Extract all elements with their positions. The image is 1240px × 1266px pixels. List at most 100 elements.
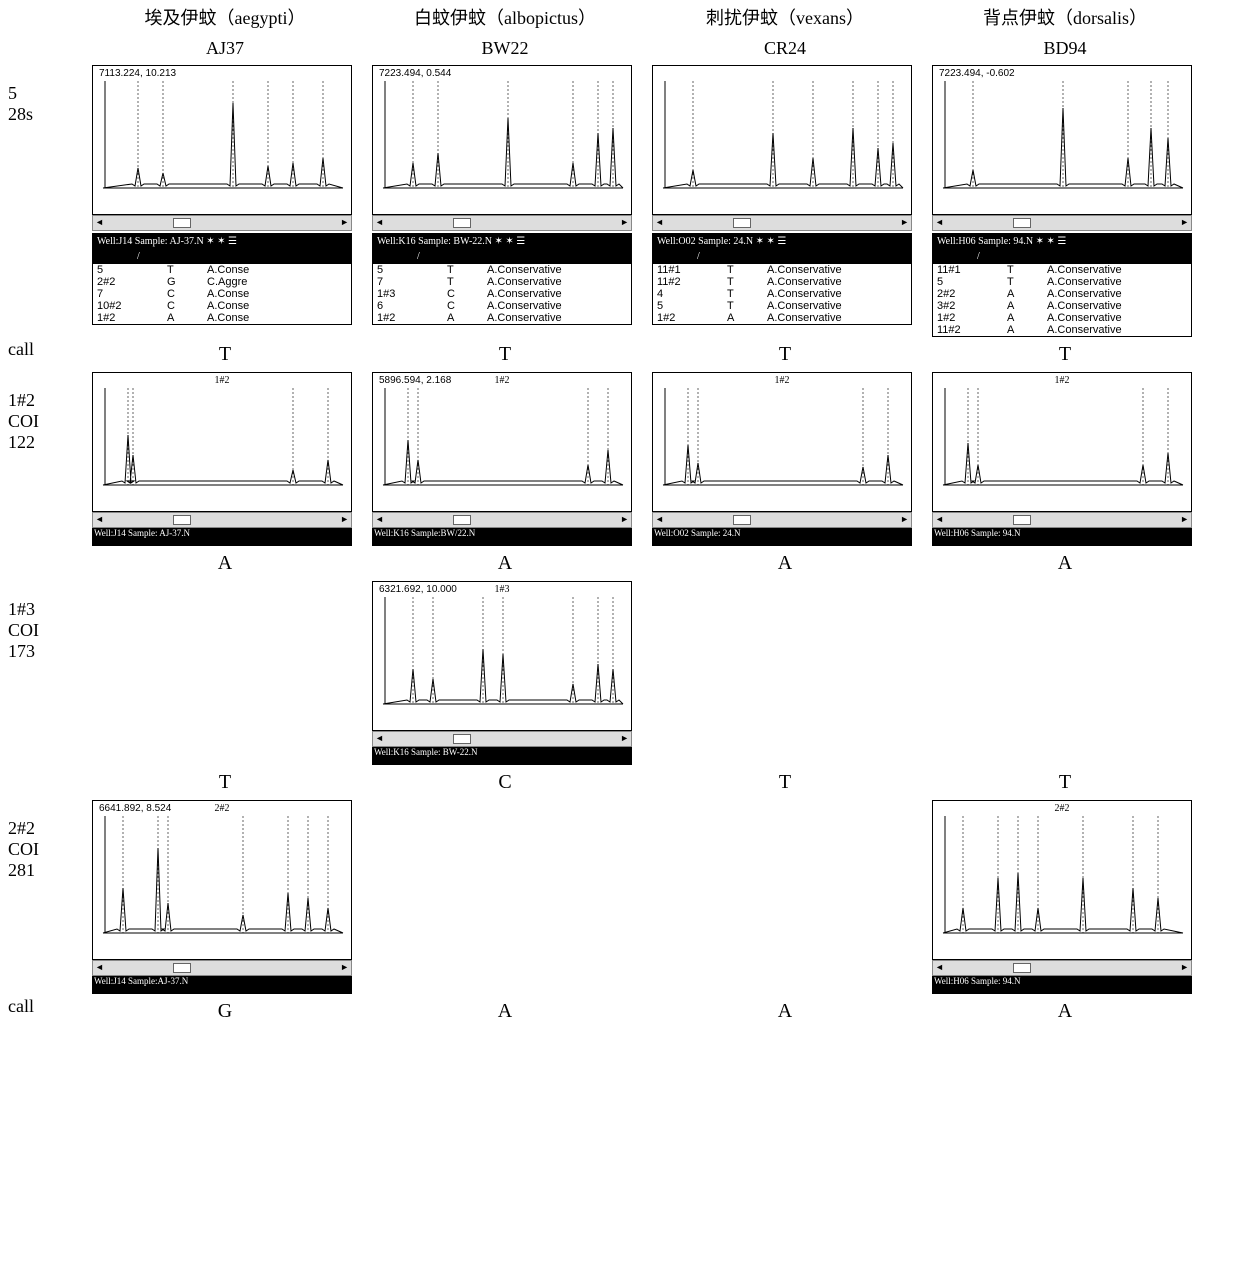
spectrum-title: 1#2	[775, 375, 790, 386]
table-cell: A.Conservative	[1047, 276, 1187, 288]
table-cell: T	[447, 264, 487, 276]
spectrum-trace	[93, 66, 351, 214]
table-cell: C	[447, 288, 487, 300]
scrollbar-thumb[interactable]	[1013, 218, 1031, 228]
table-cell: T	[727, 276, 767, 288]
table-cell: 7	[97, 288, 167, 300]
scrollbar-thumb[interactable]	[453, 734, 471, 744]
species-header: 埃及伊蚊（aegypti）	[90, 0, 360, 34]
call-value: A	[370, 548, 640, 579]
table-cell: 3#2	[937, 300, 1007, 312]
table-row: 1#2AA.Conse	[93, 312, 351, 324]
scrollbar[interactable]	[372, 215, 632, 231]
call-table: Well:O02 Sample: 24.N ✶ ✶ ☰ / 11#1TA.Con…	[652, 233, 912, 325]
scrollbar[interactable]	[92, 512, 352, 528]
table-cell: 2#2	[937, 288, 1007, 300]
table-cell: 1#2	[657, 312, 727, 324]
sample-info-strip: Well:J14 Sample: AJ-37.N	[92, 528, 352, 546]
table-cell: A.Conservative	[1047, 264, 1187, 276]
sample-id: BW22	[370, 34, 640, 63]
table-cell: 4	[657, 288, 727, 300]
table-cell: A.Conservative	[487, 276, 627, 288]
table-cell: A.Conservative	[487, 312, 627, 324]
table-cell: T	[167, 264, 207, 276]
table-cell: 1#2	[97, 312, 167, 324]
table-cell: A.Conservative	[1047, 300, 1187, 312]
table-cell: 5	[937, 276, 1007, 288]
scrollbar-thumb[interactable]	[1013, 515, 1031, 525]
row-label-281: 2#2COI281	[0, 798, 80, 996]
spectrum-annotation: 6321.692, 10.000	[379, 584, 457, 595]
scrollbar[interactable]	[372, 512, 632, 528]
table-header: Well:K16 Sample: BW-22.N ✶ ✶ ☰	[373, 234, 631, 249]
scrollbar-thumb[interactable]	[173, 515, 191, 525]
table-cell: A	[1007, 324, 1047, 336]
scrollbar-thumb[interactable]	[453, 515, 471, 525]
sample-info-strip: Well:J14 Sample:AJ-37.N	[92, 976, 352, 994]
scrollbar[interactable]	[932, 512, 1192, 528]
spectrum-trace	[93, 373, 351, 511]
scrollbar[interactable]	[932, 215, 1192, 231]
spectrum-title: 1#2	[1055, 375, 1070, 386]
scrollbar[interactable]	[372, 731, 632, 747]
table-row: 5TA.Conservative	[373, 264, 631, 276]
table-row: 1#2AA.Conservative	[933, 312, 1191, 324]
spectrum-annotation: 6641.892, 8.524	[99, 803, 171, 814]
table-cell: A.Conservative	[767, 264, 907, 276]
call-value: A	[370, 996, 640, 1027]
spectrum-trace	[373, 582, 631, 730]
table-cell: A.Conse	[207, 288, 347, 300]
sample-info-strip: Well:H06 Sample: 94.N	[932, 528, 1192, 546]
table-cell: T	[727, 300, 767, 312]
table-cell: G	[167, 276, 207, 288]
scrollbar[interactable]	[932, 960, 1192, 976]
scrollbar-thumb[interactable]	[1013, 963, 1031, 973]
spectrum-trace	[93, 801, 351, 959]
table-cell: A	[1007, 288, 1047, 300]
table-cell: T	[1007, 264, 1047, 276]
table-cell: 11#1	[937, 264, 1007, 276]
spectrum-trace	[373, 66, 631, 214]
table-header: Well:O02 Sample: 24.N ✶ ✶ ☰	[653, 234, 911, 249]
call-value: A	[90, 548, 360, 579]
spectrum-title: 1#2	[215, 375, 230, 386]
spectrum-trace	[933, 66, 1191, 214]
scrollbar[interactable]	[92, 960, 352, 976]
table-cell: A	[447, 312, 487, 324]
scrollbar[interactable]	[652, 215, 912, 231]
call-table: Well:H06 Sample: 94.N ✶ ✶ ☰ / 11#1TA.Con…	[932, 233, 1192, 337]
spectrum-trace	[373, 373, 631, 511]
scrollbar-thumb[interactable]	[173, 963, 191, 973]
table-row: 10#2CA.Conse	[93, 300, 351, 312]
scrollbar-thumb[interactable]	[733, 218, 751, 228]
table-cell: C.Aggre	[207, 276, 347, 288]
spectrum-plot: 1#2	[652, 372, 912, 512]
scrollbar[interactable]	[92, 215, 352, 231]
scrollbar-thumb[interactable]	[173, 218, 191, 228]
table-cell: T	[1007, 276, 1047, 288]
spectrum-trace	[933, 801, 1191, 959]
spectrum-plot: 7113.224, 10.213	[92, 65, 352, 215]
spectrum-trace	[933, 373, 1191, 511]
sample-id: CR24	[650, 34, 920, 63]
call-value: G	[90, 996, 360, 1027]
scrollbar[interactable]	[652, 512, 912, 528]
table-cell: 1#2	[937, 312, 1007, 324]
table-row: 7CA.Conse	[93, 288, 351, 300]
table-cell: A	[1007, 300, 1047, 312]
table-cell: A.Conservative	[767, 312, 907, 324]
table-cell: T	[727, 288, 767, 300]
table-cell: C	[167, 288, 207, 300]
table-cell: 6	[377, 300, 447, 312]
scrollbar-thumb[interactable]	[733, 515, 751, 525]
scrollbar-thumb[interactable]	[453, 218, 471, 228]
spectrum-plot	[652, 65, 912, 215]
call-value: A	[650, 996, 920, 1027]
row-label-122: 1#2COI122	[0, 370, 80, 548]
table-cell: 7	[377, 276, 447, 288]
call-table: Well:J14 Sample: AJ-37.N ✶ ✶ ☰ / 5TA.Con…	[92, 233, 352, 325]
table-cell: 5	[97, 264, 167, 276]
table-row: 2#2AA.Conservative	[933, 288, 1191, 300]
call-label: call	[0, 996, 80, 1027]
table-cell: A.Conservative	[1047, 288, 1187, 300]
